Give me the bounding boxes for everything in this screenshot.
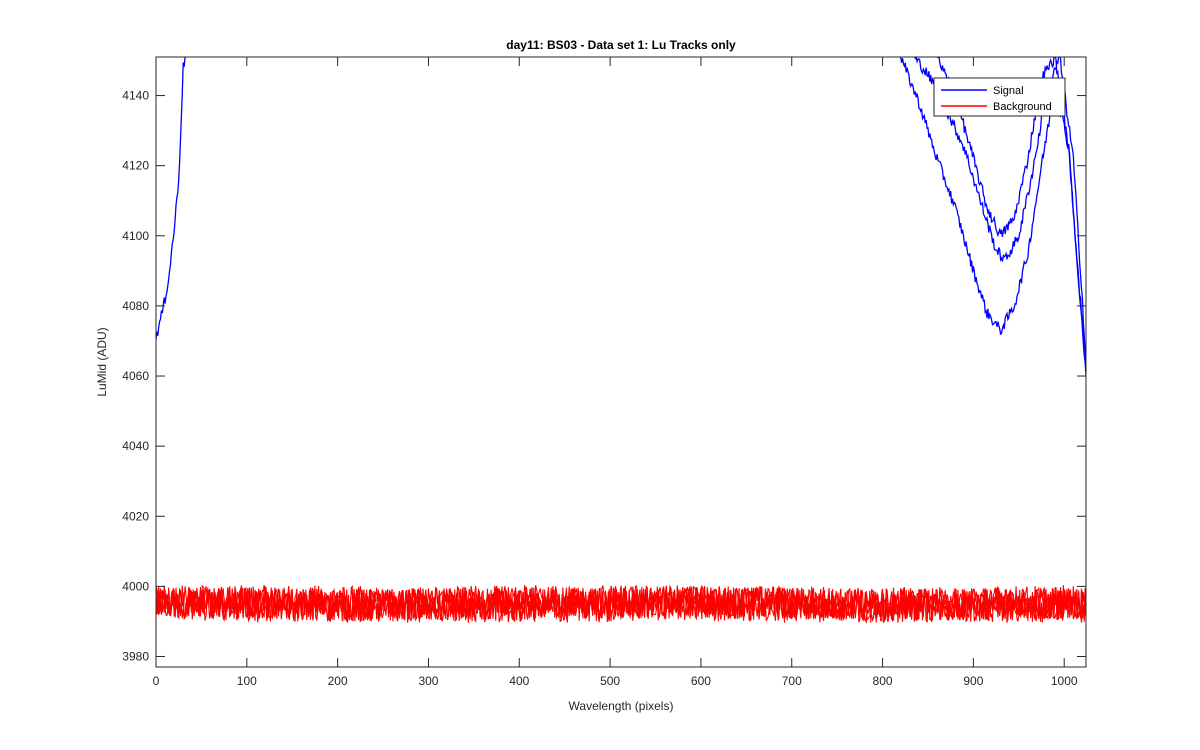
y-tick-label: 4060 [122,369,149,383]
y-tick-label: 4080 [122,299,149,313]
x-axis-label: Wavelength (pixels) [569,699,674,713]
y-tick-label: 4120 [122,159,149,173]
y-tick-label: 3980 [122,649,149,663]
x-tick-label: 200 [328,674,348,688]
x-tick-label: 800 [873,674,893,688]
x-tick-label: 100 [237,674,257,688]
background-trace [156,585,1086,623]
legend-box [933,77,1066,117]
y-tick-label: 4000 [122,579,149,593]
x-tick-label: 1000 [1051,674,1078,688]
x-tick-label: 600 [691,674,711,688]
y-tick-label: 4100 [122,229,149,243]
x-tick-label: 0 [153,674,160,688]
legend-background-label: Background [993,101,1052,113]
plot-frame [155,56,1087,668]
y-tick-label: 4140 [122,89,149,103]
x-tick-label: 400 [509,674,529,688]
chart-title: day11: BS03 - Data set 1: Lu Tracks only [506,38,736,52]
y-tick-label: 4020 [122,509,149,523]
ticks-layer: 0 100 200 300 400 500 600 700 800 900 1000 3980 4000… [122,57,1086,688]
legend-signal-label: Signal [993,85,1024,97]
y-tick-label: 4040 [122,439,149,453]
x-tick-label: 700 [782,674,802,688]
y-axis-label: LuMid (ADU) [95,327,109,396]
x-tick-label: 500 [600,674,620,688]
x-tick-label: 300 [418,674,438,688]
legend[interactable]: Signal Background [933,77,1066,117]
signal-trace [156,57,186,340]
x-tick-label: 900 [963,674,983,688]
plot-background [156,57,1086,667]
